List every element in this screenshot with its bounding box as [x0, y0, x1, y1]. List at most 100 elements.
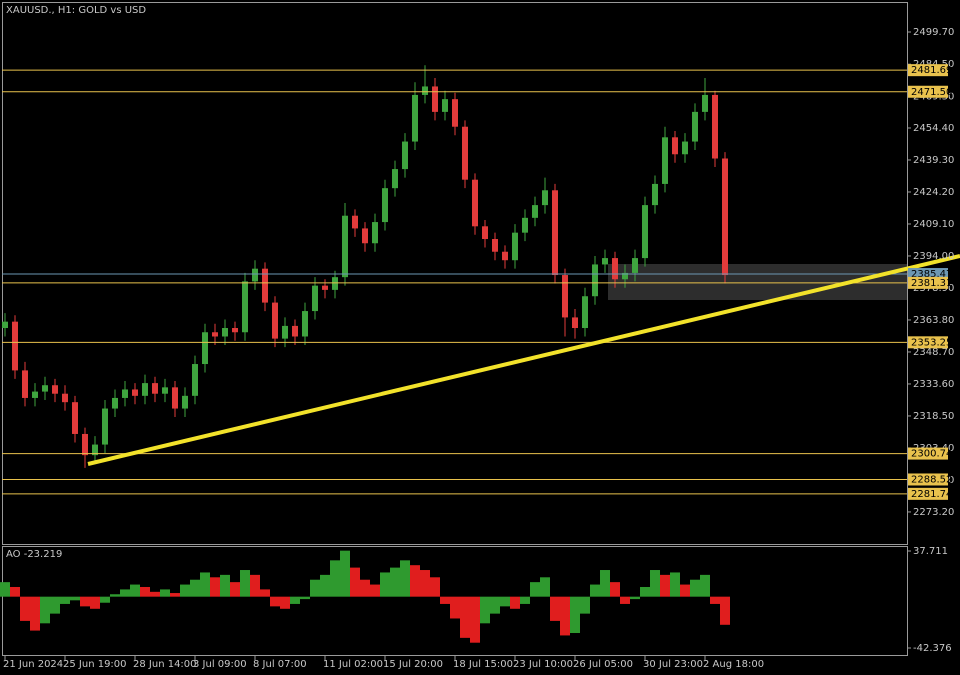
- ao-bar: [720, 596, 730, 625]
- x-tick-label: 23 Jul 10:00: [513, 659, 573, 670]
- x-tick-label: 26 Jul 05:00: [573, 659, 633, 670]
- ao-bar: [370, 584, 380, 597]
- candle-body: [92, 444, 98, 456]
- ao-bar: [360, 579, 370, 597]
- ao-bar: [130, 584, 140, 597]
- candle-body: [602, 258, 608, 265]
- candle-body: [322, 285, 328, 290]
- candle-body: [302, 311, 308, 337]
- candle-body: [632, 258, 638, 273]
- candle-body: [722, 158, 728, 276]
- candle-body: [52, 385, 58, 394]
- zone-rectangle: [608, 264, 907, 300]
- candle-body: [682, 141, 688, 155]
- ao-bar: [470, 596, 480, 643]
- ao-bar: [70, 596, 80, 601]
- ao-bar: [20, 596, 30, 621]
- ao-bar: [680, 584, 690, 597]
- ao-bar: [420, 570, 430, 597]
- y-tick-label: 2499.70: [913, 27, 954, 38]
- ao-bar: [240, 570, 250, 597]
- candle-body: [222, 328, 228, 337]
- candle-body: [12, 321, 18, 371]
- candle-body: [2, 321, 8, 329]
- ao-bar: [380, 572, 390, 597]
- candle-body: [522, 217, 528, 233]
- candle-body: [562, 275, 568, 318]
- ao-bar: [650, 570, 660, 597]
- candle-body: [452, 99, 458, 127]
- candle-body: [662, 137, 668, 184]
- level-label-box: [908, 487, 948, 500]
- ao-bar: [120, 589, 130, 597]
- candle-body: [572, 317, 578, 329]
- candle-body: [412, 94, 418, 142]
- level-label: 2353.25: [911, 337, 952, 348]
- candle-body: [132, 389, 138, 396]
- y-tick-label: 2363.80: [913, 315, 954, 326]
- ao-bar: [40, 596, 50, 624]
- ao-bar: [200, 572, 210, 597]
- candle-body: [152, 383, 158, 394]
- level-label: 2281.74: [911, 489, 952, 500]
- ao-bar: [60, 596, 70, 604]
- ao-bar: [580, 596, 590, 614]
- level-label-box: [908, 64, 948, 77]
- candle-body: [702, 94, 708, 112]
- candle-body: [612, 258, 618, 280]
- ao-bar: [540, 577, 550, 597]
- ao-bar: [300, 596, 310, 600]
- ao-bar: [400, 560, 410, 597]
- ao-bar: [660, 574, 670, 597]
- y-tick-label: 2273.20: [913, 507, 954, 518]
- candle-body: [292, 325, 298, 337]
- candle-body: [62, 393, 68, 403]
- x-tick-label: 25 Jun 19:00: [63, 659, 127, 670]
- ao-bar: [550, 596, 560, 621]
- y-tick-label: 2394.00: [913, 251, 954, 262]
- candle-body: [102, 408, 108, 445]
- level-label-box: [908, 336, 948, 349]
- ao-bar: [30, 596, 40, 631]
- y-tick-label: 2439.30: [913, 155, 954, 166]
- ao-bar: [710, 596, 720, 604]
- y-tick-label: 37.711: [913, 546, 948, 557]
- level-label: 2300.74: [911, 449, 952, 460]
- ao-bar: [480, 596, 490, 624]
- candle-body: [552, 190, 558, 276]
- candle-body: [22, 370, 28, 398]
- y-tick-label: 2348.70: [913, 347, 954, 358]
- x-tick-label: 30 Jul 23:00: [643, 659, 703, 670]
- candle-body: [392, 169, 398, 189]
- ao-bar: [310, 579, 320, 597]
- candle-body: [72, 402, 78, 434]
- ao-bar: [570, 596, 580, 634]
- ao-bar: [390, 567, 400, 597]
- candle-body: [542, 190, 548, 206]
- ao-bar: [410, 565, 420, 597]
- ao-bar: [220, 574, 230, 597]
- candle-body: [82, 433, 88, 456]
- ao-bar: [140, 586, 150, 597]
- ao-bar: [500, 596, 510, 607]
- level-label: 2288.52: [911, 474, 952, 485]
- ao-bar: [230, 582, 240, 597]
- ao-panel: [0, 550, 730, 643]
- ao-bar: [150, 591, 160, 597]
- ao-bar: [590, 584, 600, 597]
- ao-bar: [0, 582, 10, 597]
- x-tick-label: 18 Jul 15:00: [453, 659, 513, 670]
- ao-bar: [530, 582, 540, 597]
- x-tick-label: 28 Jun 14:00: [133, 659, 197, 670]
- candle-body: [192, 364, 198, 396]
- ao-bar: [100, 596, 110, 603]
- price-axis: 2499.702484.502469.302454.402439.302424.…: [3, 27, 954, 670]
- ao-bar: [160, 589, 170, 597]
- candle-body: [532, 205, 538, 218]
- candle-body: [672, 137, 678, 155]
- candle-body: [312, 285, 318, 312]
- ao-bar: [430, 577, 440, 597]
- main-frame: [2, 2, 908, 545]
- candle-body: [492, 239, 498, 252]
- ao-bar: [10, 586, 20, 597]
